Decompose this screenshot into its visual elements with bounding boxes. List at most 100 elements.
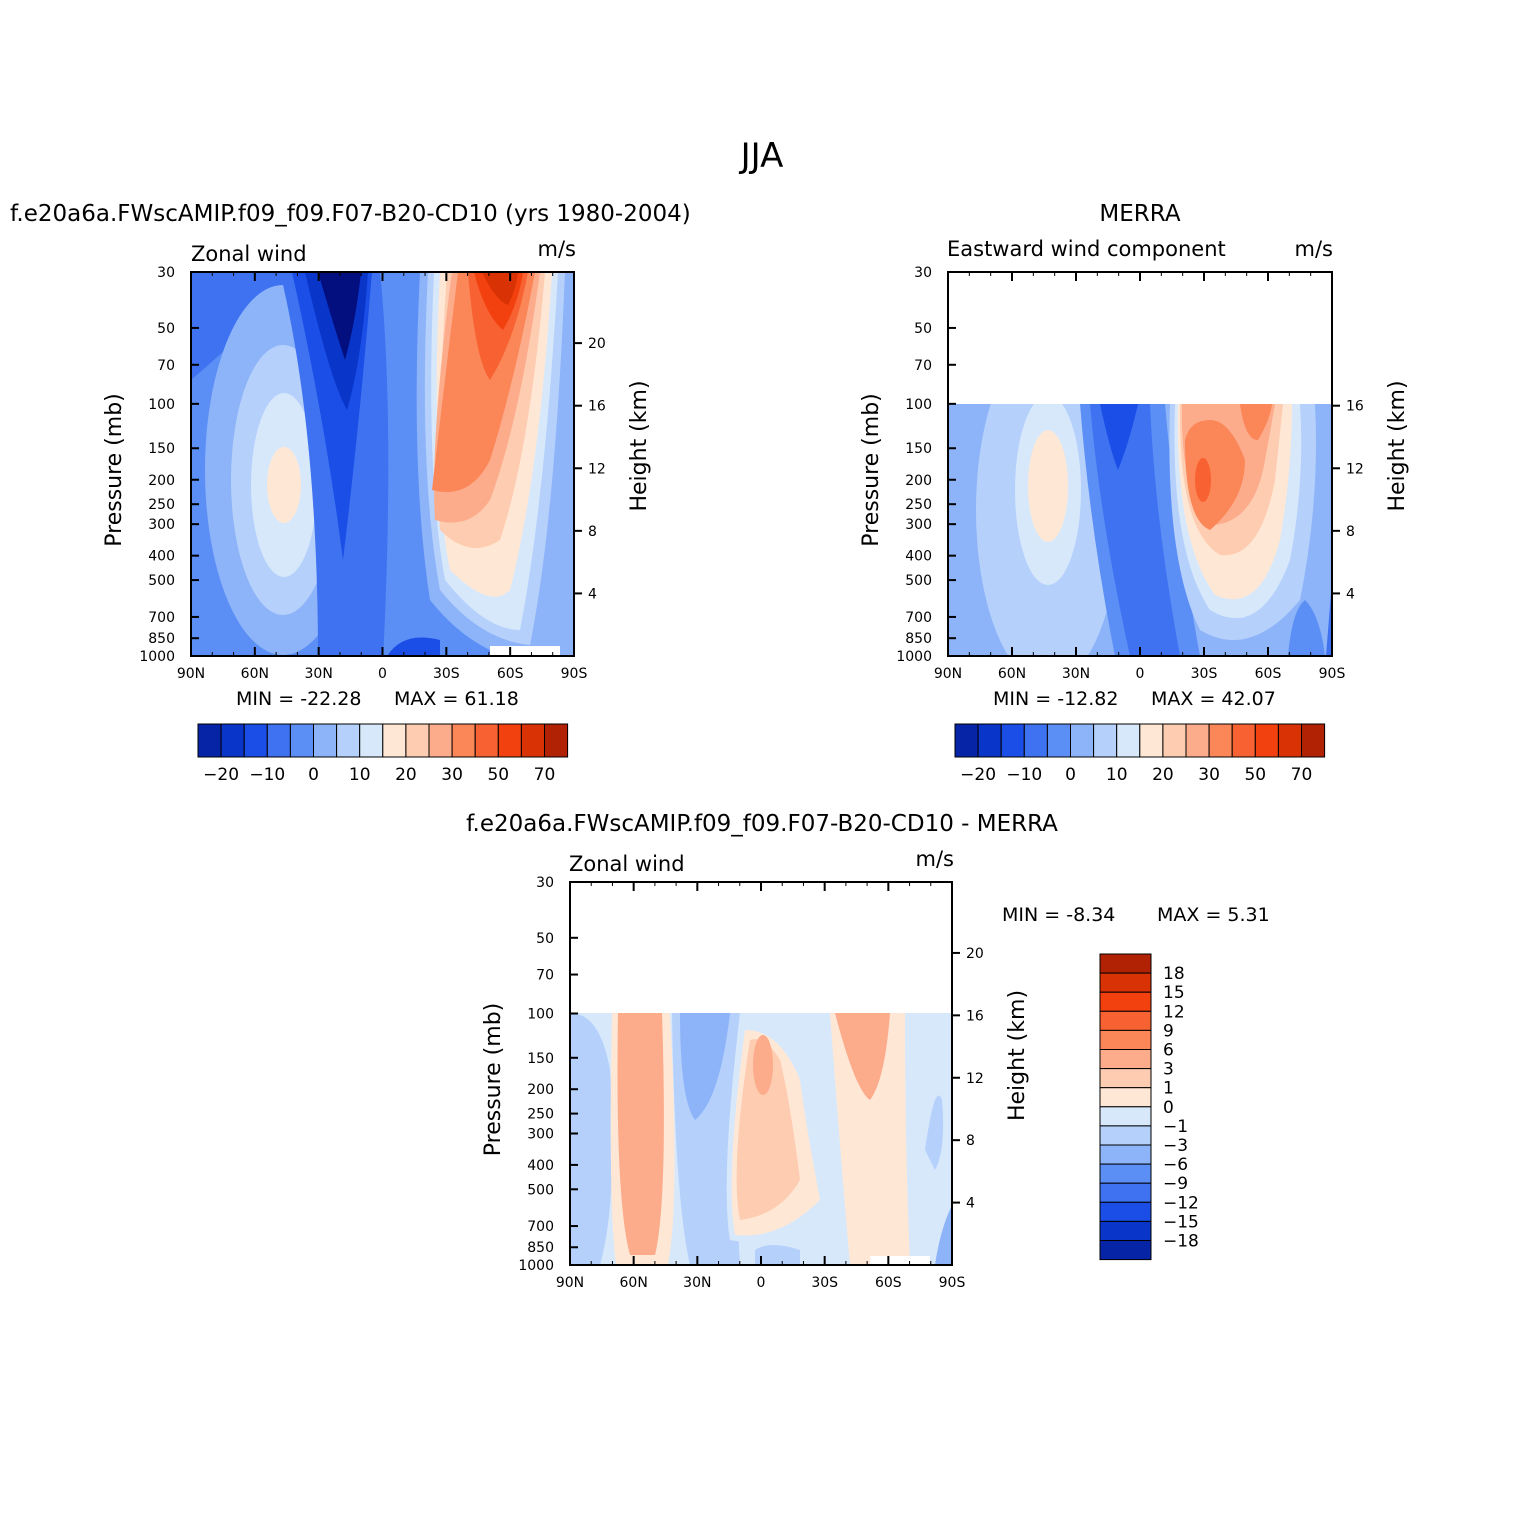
y-tick-label: 250 [905,497,932,513]
colorbar-swatch [1185,723,1210,758]
colorbar-diff-label: −1 [1163,1117,1188,1137]
panel3-axes: 90N 60N 30N 0 30S 60S 90S 30 50 70 100 150 200 250 300… [481,875,1030,1291]
colorbar-diff-swatch [1099,1087,1152,1108]
p1-surface-easterly [387,637,440,656]
y2-tick-label: 8 [588,524,597,540]
y2-tick-label: 20 [588,336,606,352]
p1-missing-strip [490,646,560,656]
panel3-units-label: m/s [915,847,954,871]
colorbar-swatch [1000,723,1025,758]
x-tick-label: 30N [1062,666,1090,682]
p3-polar-surface [935,1205,952,1265]
y-axis-title: Pressure (mb) [102,393,127,547]
x-tick-label: 90N [934,666,962,682]
colorbar-diff-swatch [1099,1029,1152,1051]
colorbar-label: 20 [1152,765,1174,785]
p2-sh-jet-core [1195,458,1211,502]
colorbar-swatch [336,723,361,758]
y-tick-label: 1000 [518,1258,554,1274]
colorbar-diff-swatch [1099,1049,1152,1070]
x-tick-label: 90S [939,1275,966,1291]
y-tick-label: 150 [527,1051,554,1067]
colorbar-layer: −20 −10 0 10 20 30 50 70 −20 −10 0 10 20 30 50 70181512… [197,723,1326,1261]
colorbar-diff-swatch [1099,1201,1152,1222]
p3-equatorial-positive-mid [736,1039,800,1220]
y-tick-label: 850 [527,1240,554,1256]
x-tick-label: 90N [556,1275,584,1291]
colorbar-swatch [1116,723,1141,758]
y-tick-label: 100 [148,397,175,413]
panel3-title: f.e20a6a.FWscAMIP.f09_f09.F07-B20-CD10 -… [466,811,1058,837]
colorbar-swatch [520,723,546,758]
colorbar-diff-swatch [1099,1182,1152,1203]
figure-title: JJA [740,136,784,176]
panel2-min: MIN = -12.82 [993,688,1119,710]
y2-tick-label: 16 [966,1008,984,1024]
colorbar-diff-swatch [1099,1106,1152,1127]
y-axis-title: Pressure (mb) [481,1003,506,1157]
y-tick-label: 400 [148,549,175,565]
panel2-max: MAX = 42.07 [1151,688,1276,710]
x-tick-label: 60S [497,666,524,682]
y-tick-label: 70 [157,358,175,374]
y-tick-label: 1000 [139,649,175,665]
colorbar-diff-swatch [1099,972,1152,993]
panel3-left-label: Zonal wind [569,852,685,876]
p2-sh-jet-6 [1185,420,1245,530]
colorbar-diff-label: −9 [1163,1174,1188,1194]
y2-tick-label: 12 [588,461,606,477]
colorbar-swatch [544,723,569,758]
colorbar-1: −20 −10 0 10 20 30 50 70 [197,723,569,785]
colorbar-diff-label: 3 [1163,1060,1174,1080]
x-tick-label: 60N [998,666,1026,682]
colorbar-diff-label: −15 [1163,1212,1199,1232]
colorbar-label: 50 [1244,765,1266,785]
colorbar-diff-label: 15 [1163,983,1185,1003]
y-axis-title: Pressure (mb) [859,393,884,547]
colorbar-swatch [289,723,314,758]
y2-tick-label: 8 [1346,524,1355,540]
y-tick-label: 300 [148,517,175,533]
colorbar-swatch [977,723,1002,758]
y2-axis-title: Height (km) [1385,380,1410,511]
panel2-title: MERRA [1099,201,1181,227]
colorbar-diff-swatch [1099,1068,1152,1089]
colorbar-swatch [405,723,430,758]
colorbar-diff-label: −12 [1163,1193,1199,1213]
colorbar-swatch [954,723,979,758]
y-tick-label: 70 [536,968,554,984]
panel1-units-label: m/s [537,237,576,261]
colorbar-swatch [428,723,453,758]
p3-nh-positive-inner [617,1013,664,1255]
colorbar-swatch [1139,723,1164,758]
colorbar-diff-label: 9 [1163,1021,1174,1041]
x-tick-label: 90S [561,666,588,682]
colorbar-swatch [1023,723,1048,758]
y-tick-label: 50 [536,931,554,947]
y-tick-label: 200 [148,473,175,489]
x-tick-label: 90N [177,666,205,682]
y2-axis-title: Height (km) [1005,990,1030,1121]
colorbar-diff-label: 0 [1163,1098,1174,1118]
y-tick-label: 400 [905,549,932,565]
x-tick-label: 30S [433,666,460,682]
colorbar-label: 50 [487,765,509,785]
panel2-axes: 90N 60N 30N 0 30S 60S 90S 30 50 70 100 150 200 250 300… [859,265,1410,682]
colorbar-diff-swatch [1099,1163,1152,1184]
colorbar-diff-swatch [1099,1125,1152,1146]
axes-layer: 90N 60N 30N 0 30S 60S 90S 30 50 70 100 150 200 250 300… [102,265,1410,1291]
y-tick-label: 30 [914,265,932,281]
panel2-left-label: Eastward wind component [947,237,1226,261]
colorbar-swatch [359,723,384,758]
y-tick-label: 700 [527,1219,554,1235]
y-tick-label: 50 [914,321,932,337]
y-tick-label: 100 [905,397,932,413]
y-tick-label: 500 [527,1182,554,1198]
panel1-plot [191,272,574,656]
x-tick-label: 60S [1255,666,1282,682]
y-tick-label: 850 [148,631,175,647]
panel1-max: MAX = 61.18 [394,688,519,710]
colorbar-diff-swatch [1099,1144,1152,1165]
panel3-plot [570,1013,952,1265]
y-tick-label: 150 [905,441,932,457]
